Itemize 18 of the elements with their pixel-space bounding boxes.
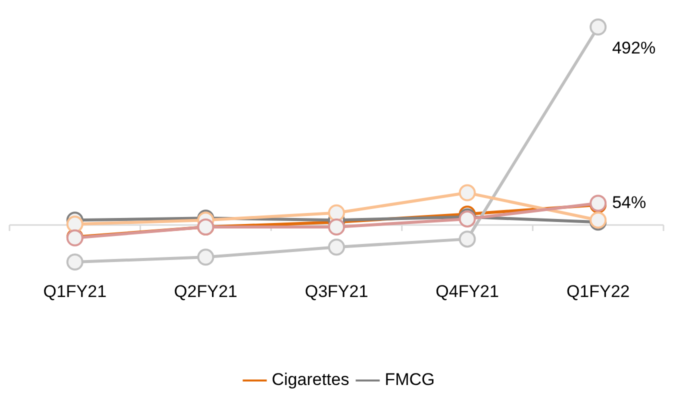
x-tick-label: Q1FY22 [566,282,630,301]
data-label: 54% [612,192,646,212]
legend-label: Cigarettes [272,370,350,390]
point [328,238,345,256]
point [458,230,476,248]
point [328,218,345,236]
x-tick-label: Q4FY21 [436,282,499,301]
point [197,248,214,266]
data-label: 492% [612,38,656,58]
x-tick-label: Q1FY21 [43,282,107,301]
legend-label: FMCG [384,370,435,390]
point [590,18,607,36]
point [458,184,476,202]
point [66,216,84,233]
point [328,204,345,222]
x-tick-label: Q2FY21 [174,282,238,301]
x-tick-label: Q3FY21 [304,282,368,301]
point [66,254,84,270]
